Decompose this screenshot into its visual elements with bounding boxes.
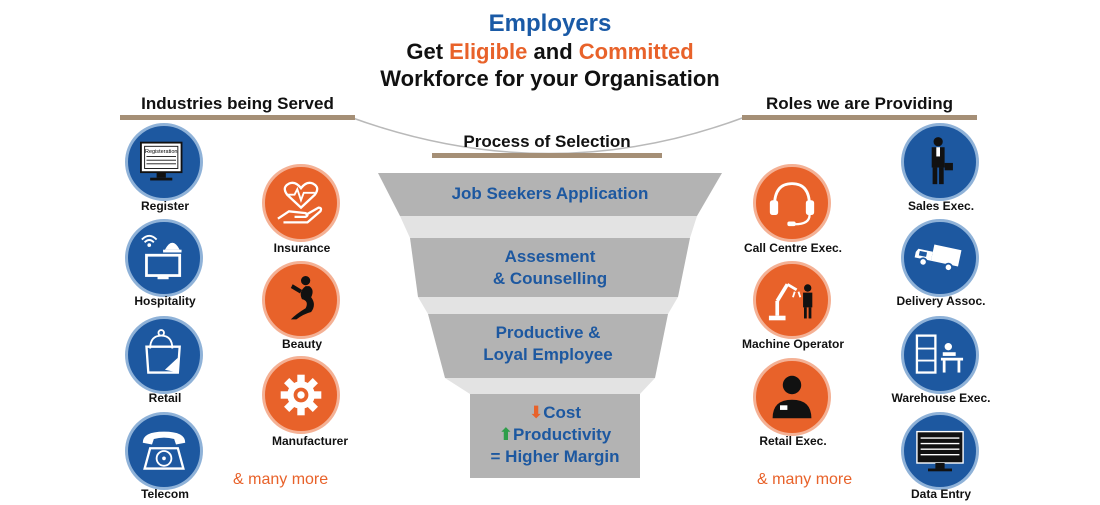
result-productivity: ⬆Productivity bbox=[498, 425, 612, 444]
businessman-icon bbox=[931, 137, 953, 185]
register-circle: Registeration bbox=[125, 123, 203, 201]
label-beauty: Beauty bbox=[281, 337, 322, 351]
delivery-truck-icon bbox=[914, 244, 962, 272]
roles-underline bbox=[742, 115, 977, 120]
subtitle-line-2: Workforce for your Organisation bbox=[380, 66, 720, 91]
funnel-result-label: ⬇Cost ⬆Productivity = Higher Margin bbox=[470, 402, 640, 468]
sales-exec-circle bbox=[901, 123, 979, 201]
funnel-step-2-label: Assesment & Counselling bbox=[410, 246, 690, 290]
industries-many-more: & many more bbox=[233, 471, 329, 488]
roles-many-more: & many more bbox=[757, 471, 853, 488]
funnel-step-3 bbox=[428, 314, 668, 378]
data-entry-circle bbox=[901, 412, 979, 490]
insurance-circle bbox=[262, 164, 340, 242]
retail-exec-circle bbox=[753, 358, 831, 436]
funnel-step-1-label: Job Seekers Application bbox=[451, 184, 649, 203]
funnel-step-2-line-2: & Counselling bbox=[492, 269, 608, 288]
label-call-centre: Call Centre Exec. bbox=[743, 241, 843, 255]
result-margin: = Higher Margin bbox=[490, 447, 620, 466]
funnel-result-box bbox=[470, 394, 640, 478]
shopping-bag-icon bbox=[145, 329, 181, 374]
telephone-icon bbox=[142, 431, 186, 470]
call-centre-circle bbox=[753, 164, 831, 242]
warehouse-circle bbox=[901, 316, 979, 394]
industries-heading: Industries being Served bbox=[141, 94, 334, 113]
heart-hand-icon bbox=[277, 181, 323, 224]
result-cost: ⬇Cost bbox=[528, 403, 582, 422]
delivery-circle bbox=[901, 219, 979, 297]
hotel-bell-icon bbox=[141, 234, 182, 280]
process-underline bbox=[432, 153, 662, 158]
warehouse-icon bbox=[915, 334, 964, 374]
label-machine-operator: Machine Operator bbox=[741, 337, 845, 351]
registration-screen-icon: Registeration bbox=[140, 141, 183, 181]
label-delivery: Delivery Assoc. bbox=[896, 294, 986, 308]
screen-text: Registeration bbox=[145, 149, 178, 155]
funnel-step-3-line-1: Productive & bbox=[495, 323, 601, 342]
arrow-down-icon: ⬇ bbox=[528, 403, 544, 422]
machine-operator-circle bbox=[753, 261, 831, 339]
manufacturer-circle bbox=[262, 356, 340, 434]
roles-heading: Roles we are Providing bbox=[765, 94, 954, 113]
funnel-step-2-line-1: Assesment bbox=[504, 247, 596, 266]
label-warehouse: Warehouse Exec. bbox=[891, 391, 991, 405]
retail-person-icon bbox=[772, 375, 812, 419]
funnel-step-3-line-2: Loyal Employee bbox=[483, 345, 613, 364]
page-title: Employers bbox=[488, 10, 612, 37]
label-manufacturer: Manufacturer bbox=[271, 434, 348, 448]
hospitality-circle bbox=[125, 219, 203, 297]
label-retail: Retail bbox=[148, 391, 182, 405]
subtitle-mid: and bbox=[527, 39, 579, 64]
label-retail-exec: Retail Exec. bbox=[759, 434, 827, 448]
woman-figure-icon bbox=[290, 276, 314, 320]
industries-underline bbox=[120, 115, 355, 120]
label-insurance: Insurance bbox=[273, 241, 331, 255]
subtitle-pre: Get bbox=[406, 39, 450, 64]
funnel-step-3-label: Productive & Loyal Employee bbox=[428, 322, 668, 366]
highlight-committed: Committed bbox=[578, 39, 694, 64]
label-hospitality: Hospitality bbox=[134, 294, 196, 308]
monitor-icon bbox=[916, 430, 964, 472]
subtitle-line-1: Get Eligible and Committed bbox=[0, 39, 1100, 65]
beauty-circle bbox=[262, 261, 340, 339]
funnel-step-2 bbox=[410, 238, 690, 297]
highlight-eligible: Eligible bbox=[449, 39, 528, 64]
label-telecom: Telecom bbox=[141, 487, 189, 501]
process-heading: Process of Selection bbox=[463, 132, 631, 151]
telecom-circle bbox=[125, 412, 203, 490]
headset-icon bbox=[769, 182, 815, 227]
gear-icon bbox=[280, 374, 322, 416]
label-sales-exec: Sales Exec. bbox=[907, 199, 975, 213]
robot-arm-icon bbox=[768, 283, 813, 321]
label-register: Register bbox=[140, 199, 190, 213]
retail-circle bbox=[125, 316, 203, 394]
label-data-entry: Data Entry bbox=[910, 487, 972, 501]
funnel-step-1 bbox=[378, 173, 722, 216]
arrow-up-icon: ⬆ bbox=[498, 425, 513, 444]
